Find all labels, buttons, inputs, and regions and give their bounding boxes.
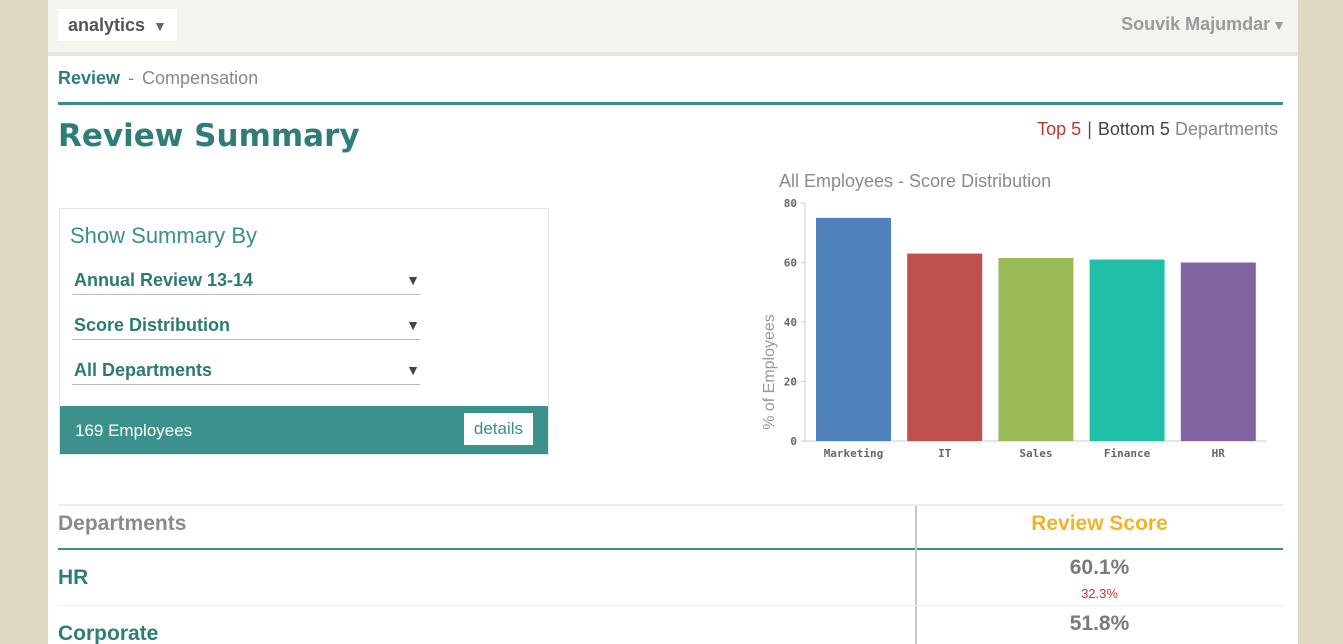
app-name: analytics <box>68 15 146 35</box>
x-tick-label: Marketing <box>824 447 884 460</box>
breadcrumb: Review - Compensation <box>58 68 258 89</box>
department-value: All Departments <box>74 360 213 380</box>
bar-marketing[interactable] <box>816 217 891 441</box>
metric-value: Score Distribution <box>74 315 231 335</box>
caret-down-icon: ▼ <box>1272 17 1286 33</box>
top-bar: analytics ▼ Souvik Majumdar ▼ <box>48 0 1298 56</box>
caret-down-icon: ▼ <box>406 362 420 378</box>
bar-hr[interactable] <box>1180 262 1256 442</box>
caret-down-icon: ▼ <box>153 18 167 34</box>
page-title: Review Summary <box>58 118 360 154</box>
user-menu[interactable]: Souvik Majumdar ▼ <box>1121 14 1286 35</box>
bar-chart-svg: % of Employees 0 20 40 60 80 Marketing IT Sales… <box>761 197 1267 460</box>
caret-down-icon: ▼ <box>406 272 420 288</box>
summary-title: Show Summary By <box>70 223 258 248</box>
x-tick-label: Sales <box>1019 447 1052 460</box>
caret-down-icon: ▼ <box>406 317 420 333</box>
y-axis-label: % of Employees <box>761 314 778 430</box>
app-switcher-dropdown[interactable]: analytics ▼ <box>58 9 177 41</box>
department-table: Departments Review Score HR 60.1% 32.3% … <box>58 504 1283 644</box>
summary-panel: Show Summary By Annual Review 13-14 ▼ Sc… <box>59 208 549 455</box>
table-row-department[interactable]: Corporate <box>58 622 159 644</box>
score-distribution-chart: All Employees - Score Distribution % of … <box>748 165 1288 475</box>
table-row-department[interactable]: HR <box>58 566 89 589</box>
chart-title: All Employees - Score Distribution <box>779 171 1052 191</box>
row-divider <box>58 605 1283 606</box>
x-tick-label: IT <box>938 447 952 460</box>
table-header-divider <box>58 548 1283 550</box>
y-tick-label: 20 <box>784 376 797 389</box>
review-period-value: Annual Review 13-14 <box>74 270 254 290</box>
table-row-score: 60.1% <box>1069 556 1130 579</box>
bar-it[interactable] <box>907 253 983 441</box>
table-row-score-change: 32.3% <box>1081 586 1118 601</box>
employee-count: 169 Employees <box>75 421 193 440</box>
filter-suffix: Departments <box>1174 119 1278 139</box>
y-tick-label: 0 <box>790 435 797 448</box>
details-button[interactable]: details <box>463 413 533 445</box>
y-tick-label: 40 <box>784 316 797 329</box>
metric-select[interactable]: Score Distribution ▼ <box>72 311 420 340</box>
x-tick-label: HR <box>1212 447 1226 460</box>
department-select[interactable]: All Departments ▼ <box>72 356 420 385</box>
bottom-5-link[interactable]: Bottom 5 <box>1097 119 1170 139</box>
top-5-link[interactable]: Top 5 <box>1037 119 1082 139</box>
filter-divider: | <box>1087 119 1092 139</box>
bar-sales[interactable] <box>998 258 1074 441</box>
column-header-departments[interactable]: Departments <box>58 512 187 535</box>
user-name: Souvik Majumdar <box>1121 14 1271 34</box>
breadcrumb-review[interactable]: Review <box>58 68 121 88</box>
breadcrumb-separator: - <box>128 68 135 88</box>
table-top-divider <box>58 504 1283 506</box>
x-tick-label: Finance <box>1104 447 1151 460</box>
column-header-review-score[interactable]: Review Score <box>1031 512 1168 535</box>
page: analytics ▼ Souvik Majumdar ▼ Review - Compe… <box>48 0 1298 644</box>
header-divider <box>58 102 1283 105</box>
breadcrumb-compensation[interactable]: Compensation <box>142 68 259 88</box>
summary-footer: 169 Employees details <box>60 406 548 454</box>
y-tick-label: 80 <box>784 197 797 210</box>
top-bottom-filter: Top 5 | Bottom 5 Departments <box>1037 119 1278 140</box>
table-row-score: 51.8% <box>1069 612 1130 635</box>
column-divider <box>915 506 917 644</box>
y-tick-label: 60 <box>784 257 797 270</box>
review-period-select[interactable]: Annual Review 13-14 ▼ <box>72 266 420 295</box>
bar-finance[interactable] <box>1089 259 1165 441</box>
